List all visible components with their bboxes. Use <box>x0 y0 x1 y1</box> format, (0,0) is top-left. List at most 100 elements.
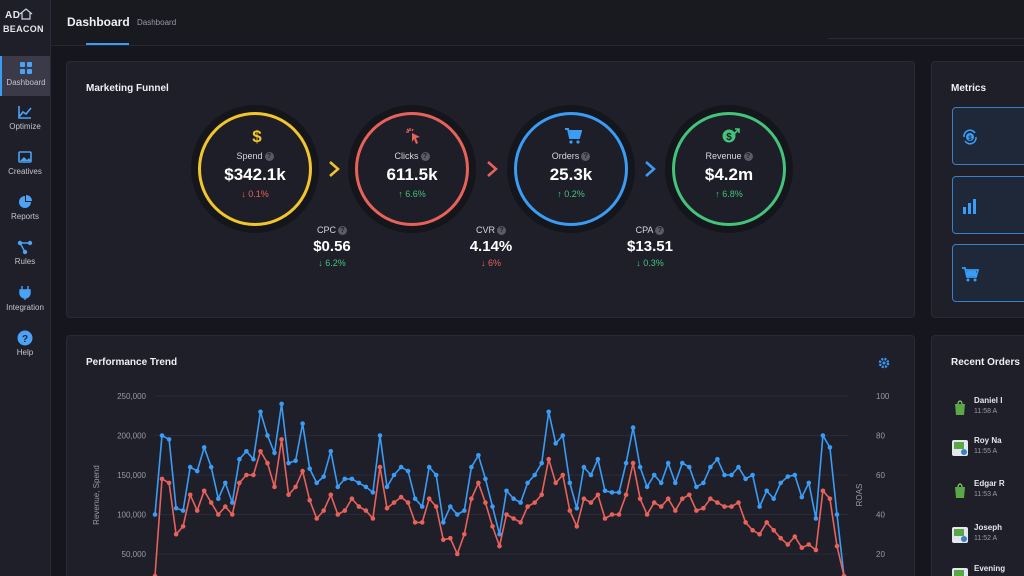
series-point-0 <box>673 480 678 486</box>
y2-tick-label: 80 <box>876 432 885 441</box>
pie-icon <box>19 195 32 208</box>
metric-card[interactable] <box>952 244 1024 302</box>
series-point-1 <box>173 532 179 537</box>
performance-trend-panel: Performance Trend <box>66 335 915 576</box>
shopify-icon <box>955 400 965 415</box>
sidebar-item-reports[interactable]: Reports <box>0 190 50 230</box>
order-item[interactable]: Joseph 11:52 A <box>950 519 1024 557</box>
gear-icon[interactable] <box>878 357 890 369</box>
series-point-0 <box>511 496 516 502</box>
order-time: 11:53 A <box>974 491 998 498</box>
series-point-1 <box>567 508 573 513</box>
series-point-0 <box>546 409 551 415</box>
series-point-0 <box>553 441 558 446</box>
series-point-0 <box>342 476 348 482</box>
series-point-1 <box>194 508 200 513</box>
series-point-0 <box>405 468 411 474</box>
metric-card[interactable]: $ <box>952 107 1024 165</box>
series-point-0 <box>665 460 671 466</box>
sidebar-item-integration[interactable]: Integration <box>0 281 50 321</box>
series-point-1 <box>525 504 530 509</box>
funnel-title: Marketing Funnel <box>86 83 169 94</box>
series-point-0 <box>216 496 221 502</box>
series-point-1 <box>223 504 228 509</box>
series-point-0 <box>722 472 727 478</box>
series-point-0 <box>799 494 805 500</box>
info-icon[interactable]: ? <box>581 152 591 162</box>
info-icon[interactable]: ? <box>338 226 347 236</box>
series-point-1 <box>201 488 207 494</box>
ratio-delta: ↓ 6% <box>480 258 501 269</box>
funnel-stage-revenue[interactable]: $ Revenue? $4.2m ↑ 6.8% <box>665 105 793 233</box>
series-point-1 <box>644 512 650 517</box>
funnel-stage-spend[interactable]: $ Spend? $342.1k ↓ 0.1% <box>191 105 319 233</box>
series-point-0 <box>426 464 432 470</box>
series-point-0 <box>384 484 390 490</box>
y-tick-label: 150,000 <box>117 471 146 480</box>
sidebar-item-help[interactable]: ? Help <box>0 326 50 366</box>
series-point-1 <box>166 480 172 486</box>
series-point-1 <box>307 498 313 503</box>
svg-text:$: $ <box>726 132 732 143</box>
series-point-0 <box>349 476 355 482</box>
series-point-1 <box>560 472 566 478</box>
order-item[interactable]: Edgar R 11:53 A <box>950 475 1024 513</box>
logo[interactable]: AD BEACON <box>3 8 49 40</box>
info-icon[interactable]: ? <box>497 226 506 236</box>
funnel-stage-clicks[interactable]: Clicks? 611.5k ↑ 6.6% <box>348 105 476 233</box>
order-item[interactable]: Evening <box>950 560 1024 576</box>
series-point-1 <box>792 534 798 539</box>
series-point-1 <box>490 524 495 529</box>
funnel-stage-orders[interactable]: Orders? 25.3k ↑ 0.2% <box>507 105 635 233</box>
series-point-0 <box>455 512 460 517</box>
series-point-1 <box>370 516 376 521</box>
series-point-1 <box>827 496 833 502</box>
series-point-1 <box>237 480 242 486</box>
series-point-0 <box>602 488 608 494</box>
series-point-0 <box>715 456 720 462</box>
order-item[interactable]: Roy Na 11:55 A <box>950 432 1024 470</box>
cycle-dollar-icon: $ <box>963 129 977 145</box>
sidebar-item-dashboard[interactable]: Dashboard <box>0 56 50 96</box>
order-item[interactable]: Daniel I 11:58 A <box>950 392 1024 430</box>
series-point-1 <box>715 500 720 505</box>
series-point-0 <box>272 450 277 456</box>
sidebar-item-label: Integration <box>6 303 44 312</box>
info-icon[interactable]: ? <box>264 152 274 162</box>
info-icon[interactable]: ? <box>655 226 665 236</box>
series-point-0 <box>588 472 594 478</box>
store-icon <box>952 527 968 543</box>
metric-card[interactable] <box>952 176 1024 234</box>
series-point-0 <box>370 490 376 495</box>
series-point-1 <box>553 480 558 486</box>
series-point-1 <box>708 496 713 502</box>
performance-title: Performance Trend <box>86 357 178 368</box>
series-point-1 <box>300 468 305 474</box>
sidebar-item-creatives[interactable]: Creatives <box>0 145 50 185</box>
breadcrumb[interactable]: Dashboard <box>137 18 177 27</box>
series-point-0 <box>778 480 783 486</box>
series-point-0 <box>532 472 537 478</box>
series-point-1 <box>187 492 193 498</box>
marketing-funnel-panel: Marketing Funnel $ Spend? $342.1k ↓ 0.1%… <box>66 61 915 318</box>
series-point-1 <box>349 496 355 502</box>
active-tab-indicator <box>86 43 129 45</box>
series-point-1 <box>180 524 186 529</box>
series-point-1 <box>265 460 270 466</box>
sidebar-item-rules[interactable]: Rules <box>0 235 50 275</box>
info-icon[interactable]: ? <box>743 152 753 162</box>
series-point-1 <box>391 500 397 505</box>
dollar-icon: $ <box>252 127 262 145</box>
series-point-0 <box>180 508 186 513</box>
sidebar-item-optimize[interactable]: Optimize <box>0 100 50 140</box>
series-point-0 <box>574 505 580 511</box>
svg-text:$: $ <box>968 136 972 142</box>
svg-text:?: ? <box>22 334 28 345</box>
stage-label-wrap: Spend? <box>201 151 309 162</box>
series-point-0 <box>736 464 741 470</box>
stage-value: $4.2m <box>704 165 754 184</box>
info-icon[interactable]: ? <box>420 152 430 162</box>
clicks-ring: Clicks? 611.5k ↑ 6.6% <box>355 112 469 226</box>
series-point-0 <box>476 453 481 458</box>
stage-label: Revenue <box>705 151 742 161</box>
